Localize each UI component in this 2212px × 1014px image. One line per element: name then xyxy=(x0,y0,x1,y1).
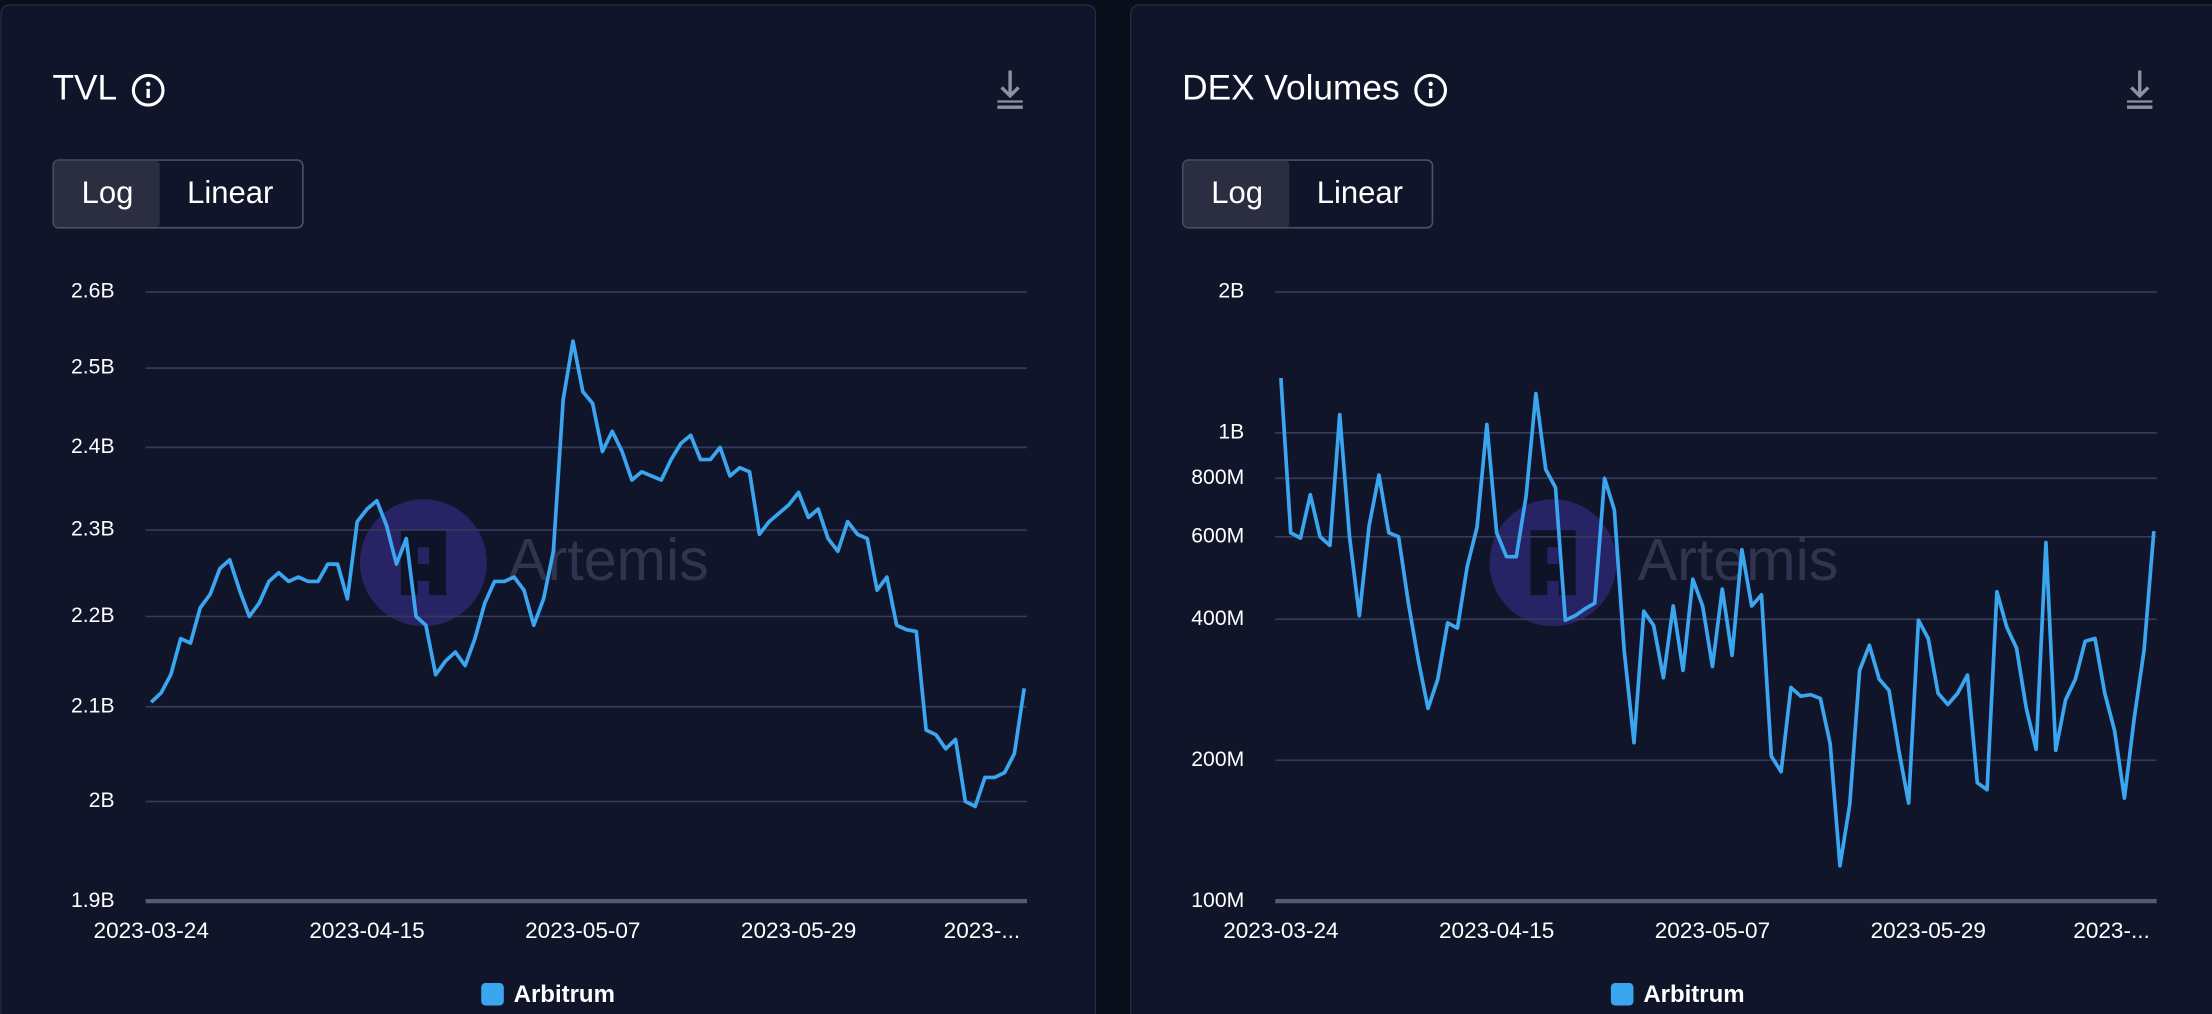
watermark-text: Artemis xyxy=(508,526,709,593)
scale-option-selected[interactable] xyxy=(1183,160,1290,228)
scale-option[interactable]: Log xyxy=(1211,175,1263,210)
scale-option-selected[interactable] xyxy=(53,160,160,228)
y-tick-label: 2B xyxy=(89,789,115,812)
legend-swatch xyxy=(1610,982,1634,1006)
x-tick-label: 2023-... xyxy=(2073,918,2149,943)
download-head xyxy=(1000,86,1020,99)
scale-option[interactable]: Linear xyxy=(1317,175,1403,210)
x-tick-label: 2023-... xyxy=(944,918,1020,943)
x-tick-label: 2023-05-29 xyxy=(1871,918,1986,943)
data-line xyxy=(1279,377,2156,868)
panel-background xyxy=(1129,4,2212,1014)
chart-title: DEX Volumes xyxy=(1182,69,1399,108)
x-tick-label: 2023-03-24 xyxy=(1223,918,1338,943)
y-tick-label: 2.1B xyxy=(71,694,115,717)
panel-background xyxy=(0,4,1097,1014)
watermark-logo xyxy=(359,499,487,627)
legend-swatch xyxy=(481,982,504,1006)
download-button[interactable] xyxy=(2127,70,2153,109)
y-tick-label: 2.5B xyxy=(71,356,115,379)
legend-label: Arbitrum xyxy=(514,981,615,1008)
y-tick-label: 2.6B xyxy=(71,280,115,303)
y-tick-label: 2.3B xyxy=(71,518,115,541)
info-dot xyxy=(1428,81,1433,87)
scale-option[interactable]: Linear xyxy=(187,175,273,210)
y-tick-label: 2.2B xyxy=(71,604,115,627)
x-tick-label: 2023-05-07 xyxy=(525,918,640,943)
x-tick-label: 2023-04-15 xyxy=(309,918,424,943)
info-dot xyxy=(145,81,151,87)
x-tick-label: 2023-03-24 xyxy=(94,918,209,943)
info-icon[interactable] xyxy=(1414,73,1448,107)
info-circle xyxy=(131,73,165,107)
legend-label: Arbitrum xyxy=(1643,981,1744,1008)
y-tick-label: 100M xyxy=(1191,889,1244,912)
x-tick-label: 2023-05-29 xyxy=(741,918,856,943)
y-tick-label: 2.4B xyxy=(71,435,115,458)
download-button[interactable] xyxy=(997,70,1023,109)
y-tick-label: 200M xyxy=(1191,748,1244,771)
info-icon[interactable] xyxy=(131,73,165,107)
chart-title: TVL xyxy=(53,69,118,108)
x-tick-label: 2023-04-15 xyxy=(1439,918,1554,943)
y-tick-label: 800M xyxy=(1191,466,1244,489)
watermark-glyph xyxy=(1530,530,1576,596)
y-tick-label: 600M xyxy=(1191,524,1244,547)
y-tick-label: 1.9B xyxy=(71,889,115,912)
scale-option[interactable]: Log xyxy=(82,175,134,210)
legend-item[interactable]: Arbitrum xyxy=(481,981,615,1008)
x-tick-label: 2023-05-07 xyxy=(1655,918,1770,943)
chart-panel: TVL Log Linear Artemis 1.9B 2B 2.1B 2.2B 2.3B 2.4… xyxy=(0,4,1097,1014)
download-head xyxy=(2130,86,2150,99)
y-tick-label: 1B xyxy=(1218,420,1244,443)
data-line xyxy=(149,339,1027,809)
legend-item[interactable]: Arbitrum xyxy=(1610,981,1745,1008)
y-tick-label: 400M xyxy=(1191,607,1244,630)
y-tick-label: 2B xyxy=(1218,280,1244,303)
info-circle xyxy=(1414,73,1448,107)
